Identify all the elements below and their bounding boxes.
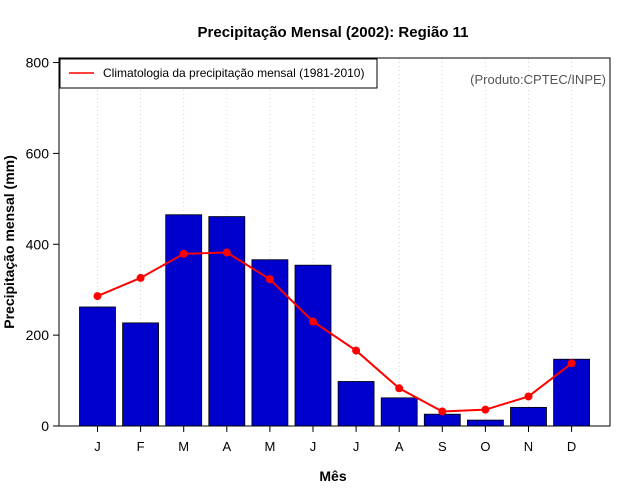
x-tick-label-2: F (137, 439, 145, 454)
x-tick-label-8: A (395, 439, 404, 454)
bar-5-M (251, 259, 289, 427)
x-tick-label-3: M (178, 439, 189, 454)
plot-frame (58, 57, 611, 427)
climatology-point-8 (395, 384, 404, 393)
bar-10-O (466, 419, 504, 427)
x-tick-label-5: M (264, 439, 275, 454)
bar-1-J (79, 306, 116, 427)
x-tick-label-6: J (310, 439, 317, 454)
legend-entry-climatology: Climatologia da precipitação mensal (198… (103, 66, 364, 80)
x-tick-label-12: D (567, 439, 576, 454)
legend-box (59, 58, 378, 89)
legend: Climatologia da precipitação mensal (198… (59, 58, 378, 89)
x-tick-label-10: O (480, 439, 490, 454)
climatology-point-12 (567, 359, 576, 368)
climatology-point-3 (179, 249, 188, 258)
y-tick-label-600: 600 (26, 145, 50, 161)
bar-11-N (510, 406, 547, 427)
bar-4-A (208, 216, 246, 427)
climatology-point-11 (524, 392, 533, 401)
climatology-line (97, 251, 573, 413)
climatology-point-1 (93, 292, 102, 301)
source-annotation: (Produto:CPTEC/INPE) (470, 72, 606, 87)
bar-12-D (553, 358, 590, 427)
x-axis-label: Mês (319, 468, 346, 484)
climatology-point-9 (438, 407, 447, 416)
x-tick-label-7: J (353, 439, 360, 454)
y-tick-label-800: 800 (26, 55, 50, 71)
climatology-point-6 (309, 317, 317, 326)
bar-3-M (165, 214, 203, 427)
x-tick-label-11: N (524, 439, 533, 454)
climatology-point-7 (352, 346, 361, 355)
climatology-point-10 (481, 405, 490, 414)
bar-7-J (337, 381, 375, 427)
chart-title: Precipitação Mensal (2002): Região 11 (198, 24, 469, 41)
climatology-point-2 (136, 273, 145, 282)
bar-8-A (380, 397, 418, 427)
climatology-line-series (93, 248, 576, 416)
y-tick-label-0: 0 (41, 418, 49, 434)
x-tick-label-4: A (222, 439, 231, 454)
climatology-point-4 (222, 248, 231, 257)
y-tick-label-400: 400 (26, 236, 50, 252)
y-tick-label-200: 200 (26, 327, 50, 343)
x-tick-label-9: S (438, 439, 447, 454)
bar-series (79, 214, 590, 427)
bar-2-F (122, 322, 159, 427)
y-axis: 0 200 400 600 800 (26, 55, 59, 434)
y-axis-label: Precipitação mensal (mm) (1, 155, 17, 329)
bar-6-J (294, 264, 332, 427)
climatology-point-5 (265, 275, 274, 284)
x-tick-label-1: J (94, 439, 101, 454)
bar-9-S (423, 413, 461, 427)
